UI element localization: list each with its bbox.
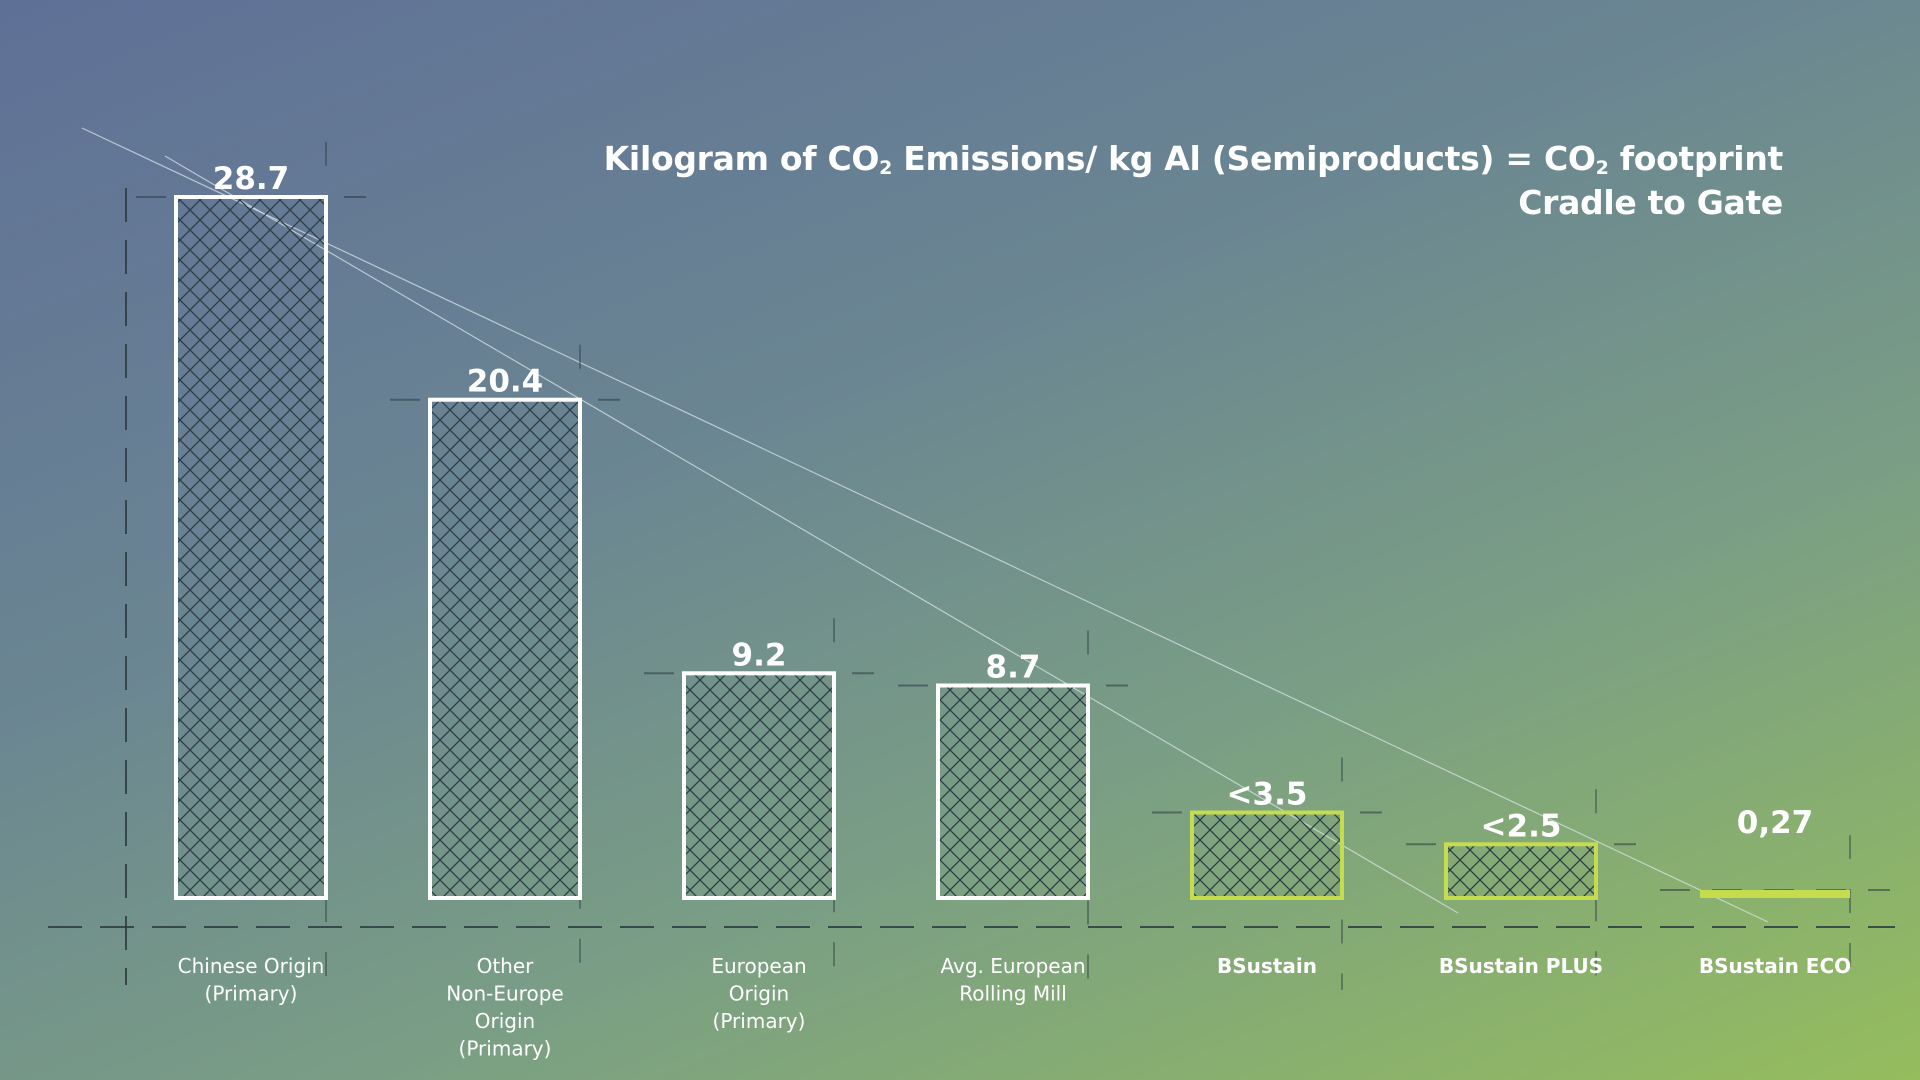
value-label-2: 9.2 bbox=[732, 637, 787, 673]
category-label-line: (Primary) bbox=[205, 982, 298, 1006]
title-line-2: Cradle to Gate bbox=[1518, 183, 1783, 222]
category-label-line: Chinese Origin bbox=[178, 954, 325, 978]
labels: 28.7 Chinese Origin (Primary) 20.4 Other Non-… bbox=[178, 161, 1851, 1061]
category-label-line: Avg. European bbox=[940, 954, 1085, 978]
value-label-3: 8.7 bbox=[986, 650, 1041, 686]
category-label-3: Avg. European Rolling Mill bbox=[940, 954, 1085, 1006]
category-label-5: BSustain PLUS bbox=[1439, 954, 1603, 978]
category-label-line: European bbox=[711, 954, 806, 978]
bars bbox=[174, 195, 1850, 901]
bar-1 bbox=[428, 397, 582, 900]
value-label-0: 28.7 bbox=[213, 161, 290, 197]
category-label-line: Origin bbox=[475, 1009, 535, 1033]
category-label-line: Origin bbox=[729, 982, 789, 1006]
bar-3 bbox=[936, 683, 1090, 901]
category-label-1: Other Non-Europe Origin (Primary) bbox=[446, 954, 563, 1061]
chart-title: Kilogram of CO2 Emissions/ kg Al (Semipr… bbox=[603, 137, 1784, 225]
title-line-1: Kilogram of CO2 Emissions/ kg Al (Semipr… bbox=[603, 139, 1784, 179]
bar-6 bbox=[1700, 890, 1850, 898]
bar-4 bbox=[1190, 810, 1344, 901]
category-label-line: (Primary) bbox=[713, 1009, 806, 1033]
trend-line bbox=[164, 155, 1459, 914]
value-label-4: <3.5 bbox=[1227, 777, 1308, 813]
category-label-line: BSustain ECO bbox=[1699, 954, 1851, 978]
category-label-2: European Origin (Primary) bbox=[711, 954, 806, 1033]
bar-2 bbox=[682, 671, 836, 900]
trend-line bbox=[81, 127, 1769, 923]
category-label-line: (Primary) bbox=[459, 1037, 552, 1061]
bar-0 bbox=[174, 195, 328, 900]
bar-5 bbox=[1444, 842, 1598, 901]
value-label-1: 20.4 bbox=[467, 364, 544, 400]
category-label-0: Chinese Origin (Primary) bbox=[178, 954, 325, 1006]
category-label-line: BSustain bbox=[1217, 954, 1317, 978]
category-label-6: BSustain ECO bbox=[1699, 954, 1851, 978]
category-label-line: BSustain PLUS bbox=[1439, 954, 1603, 978]
value-label-6: 0,27 bbox=[1737, 805, 1814, 841]
category-label-line: Non-Europe bbox=[446, 982, 563, 1006]
value-label-5: <2.5 bbox=[1481, 808, 1562, 844]
category-label-line: Other bbox=[477, 954, 535, 978]
category-label-line: Rolling Mill bbox=[959, 982, 1067, 1006]
category-label-4: BSustain bbox=[1217, 954, 1317, 978]
